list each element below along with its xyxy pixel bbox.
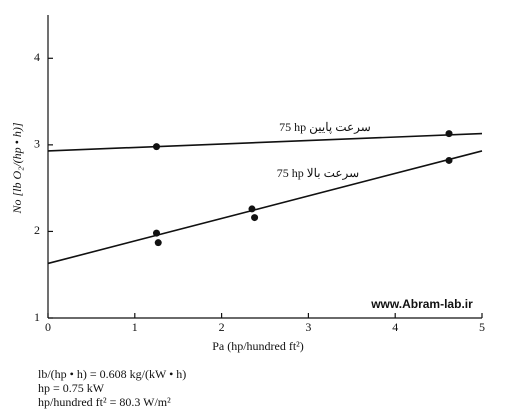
note: hp = 0.75 kW [38,381,105,395]
data-point [153,229,160,237]
x-tick-label: 5 [479,320,485,334]
x-tick-label: 2 [219,320,225,334]
x-tick-label: 0 [45,320,51,334]
data-point [154,239,162,247]
note: lb/(hp • h) = 0.608 kg/(kW • h) [38,367,186,381]
series-label: 75 hp سرعت بالا [277,166,359,180]
x-tick-label: 4 [392,320,398,334]
y-tick-label: 1 [34,310,40,324]
fit-line [47,150,483,265]
y-tick-label: 3 [34,137,40,151]
y-tick-label: 2 [34,223,40,237]
data-point [445,156,453,164]
fit-line [47,132,483,152]
data-point [445,130,453,138]
x-tick-label: 3 [305,320,311,334]
x-tick-label: 1 [132,320,138,334]
x-axis-label: Pa (hp/hundred ft²) [212,339,304,353]
note: hp/hundred ft² = 80.3 W/m² [38,395,171,409]
y-tick-label: 4 [34,50,40,64]
series-label: 75 hp سرعت پایین [279,120,371,134]
data-point [251,214,259,222]
y-axis-label: No [lb O₂/(hp • h)] [10,122,24,214]
data-point [248,205,256,213]
data-point [153,143,160,151]
watermark: www.Abram-lab.ir [370,297,473,311]
